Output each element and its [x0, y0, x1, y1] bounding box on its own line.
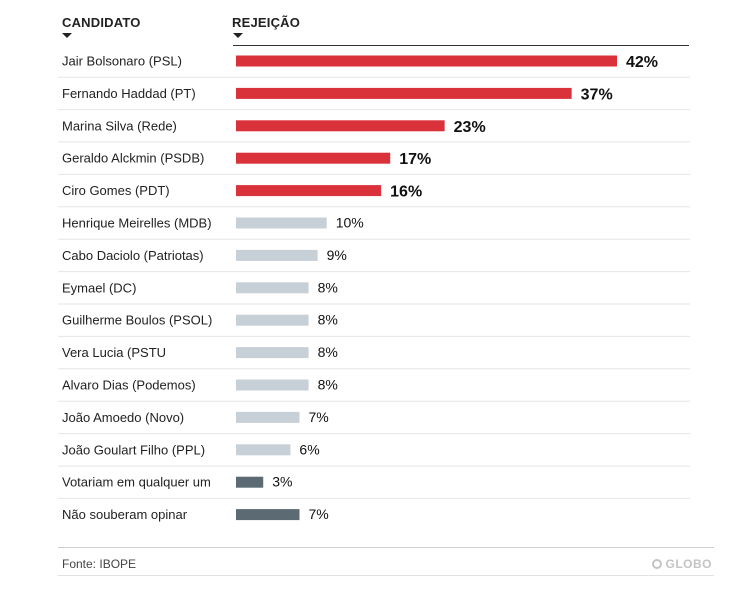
rejection-bar: [236, 347, 309, 359]
value-label: 17%: [399, 151, 431, 168]
candidate-label: Não souberam opinar: [62, 507, 188, 522]
globo-logo-text: GLOBO: [665, 557, 712, 571]
value-label: 8%: [318, 279, 338, 295]
value-label: 8%: [318, 344, 338, 360]
footer-bottom-divider: [58, 575, 714, 576]
rejection-bar: [236, 509, 300, 521]
candidate-label: Marina Silva (Rede): [62, 118, 177, 133]
rejection-bar: [236, 411, 300, 423]
value-label: 7%: [309, 409, 329, 425]
globo-logo: GLOBO: [651, 557, 713, 571]
rejection-bar: [236, 476, 264, 488]
candidate-column-header: CANDIDATO: [62, 15, 141, 30]
sort-caret-icon[interactable]: [62, 33, 72, 38]
candidate-label: Vera Lucia (PSTU: [62, 345, 166, 360]
value-label: 42%: [626, 54, 658, 71]
candidate-label: Fernando Haddad (PT): [62, 86, 196, 101]
value-label: 8%: [318, 377, 338, 393]
candidate-label: Votariam em qualquer um: [62, 475, 211, 490]
footer-divider: [58, 547, 714, 548]
rejection-column-header: REJEIÇÃO: [232, 15, 301, 30]
candidate-label: Geraldo Alckmin (PSDB): [62, 151, 204, 166]
candidate-label: João Amoedo (Novo): [62, 410, 184, 425]
value-label: 37%: [581, 86, 613, 103]
rejection-bar: [236, 87, 572, 99]
value-label: 3%: [272, 474, 292, 490]
value-label: 10%: [336, 215, 364, 231]
candidate-label: João Goulart Filho (PPL): [62, 442, 205, 457]
candidate-label: Ciro Gomes (PDT): [62, 183, 170, 198]
candidate-label: Guilherme Boulos (PSOL): [62, 313, 212, 328]
candidate-label: Eymael (DC): [62, 280, 136, 295]
value-label: 9%: [327, 247, 347, 263]
rejection-bar: [236, 185, 382, 197]
value-label: 16%: [390, 184, 422, 201]
candidate-label: Jair Bolsonaro (PSL): [62, 54, 182, 69]
rejection-bar: [236, 444, 291, 456]
rejection-bar: [236, 249, 318, 261]
source-note: Fonte: IBOPE: [62, 557, 137, 571]
value-label: 7%: [309, 506, 329, 522]
candidate-label: Henrique Meirelles (MDB): [62, 216, 212, 231]
rejection-bar: [236, 217, 327, 229]
sort-caret-icon[interactable]: [233, 33, 243, 38]
rejection-bar: [236, 120, 445, 132]
value-label: 6%: [299, 441, 319, 457]
value-label: 23%: [454, 119, 486, 136]
header-divider: [233, 45, 689, 46]
rejection-bar: [236, 314, 309, 326]
globo-logo-icon: [651, 559, 662, 569]
rejection-bar: [236, 379, 309, 391]
value-label: 8%: [318, 312, 338, 328]
rejection-bar: [236, 282, 309, 294]
candidate-label: Alvaro Dias (Podemos): [62, 378, 196, 393]
candidate-label: Cabo Daciolo (Patriotas): [62, 248, 204, 263]
rejection-bar: [236, 152, 391, 164]
rejection-bar: [236, 55, 617, 67]
